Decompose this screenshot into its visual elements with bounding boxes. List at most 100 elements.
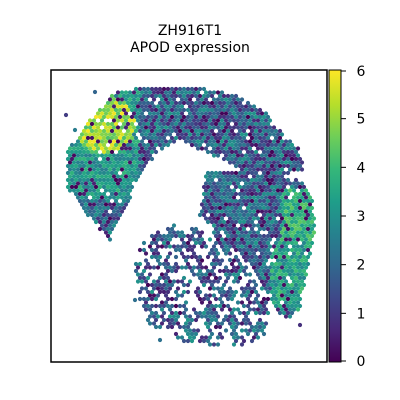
expression-spot (85, 212, 91, 218)
expression-spot (211, 244, 217, 249)
expression-spot (239, 202, 245, 207)
expression-spot (125, 156, 131, 162)
expression-spot (283, 286, 289, 291)
expression-spot (89, 156, 95, 162)
expression-spot (253, 135, 259, 141)
expression-spot (237, 233, 243, 239)
expression-spot (239, 293, 245, 298)
expression-spot (147, 153, 153, 158)
expression-spot (161, 93, 167, 99)
expression-spot (301, 261, 307, 267)
expression-spot (201, 240, 207, 246)
expression-spot (181, 310, 187, 316)
expression-spot (197, 212, 203, 218)
expression-spot (143, 90, 149, 95)
expression-spot (255, 195, 261, 200)
expression-spot (137, 275, 143, 281)
expression-spot (105, 198, 111, 204)
expression-spot (247, 181, 253, 186)
expression-spot (233, 142, 239, 148)
expression-spot (265, 149, 271, 155)
expression-spot (117, 142, 123, 148)
expression-spot (127, 90, 133, 95)
expression-spot (291, 167, 297, 172)
expression-spot (237, 149, 243, 155)
expression-spot (247, 146, 253, 151)
expression-spot (183, 118, 189, 123)
expression-spot (67, 181, 73, 186)
expression-spot (251, 132, 257, 137)
expression-spot (231, 104, 237, 109)
expression-spot (207, 174, 213, 179)
expression-spot (295, 307, 301, 312)
expression-spot (169, 296, 175, 302)
expression-spot (303, 188, 309, 193)
expression-spot (215, 202, 221, 207)
expression-spot (301, 219, 307, 225)
expression-spot (175, 230, 181, 235)
expression-spot (119, 195, 125, 200)
expression-spot (173, 114, 179, 120)
expression-spot (153, 121, 159, 127)
expression-spot (125, 177, 131, 183)
expression-spot (249, 247, 255, 253)
expression-spot (187, 279, 193, 284)
expression-spot (161, 240, 167, 246)
expression-spot (231, 258, 237, 263)
expression-spot (149, 135, 155, 141)
expression-spot (227, 153, 233, 158)
expression-spot (109, 205, 115, 211)
expression-spot (289, 184, 295, 190)
expression-spot (199, 244, 205, 249)
expression-spot (219, 90, 225, 95)
expression-spot (245, 121, 251, 127)
expression-spot (71, 160, 77, 165)
expression-spot (303, 237, 309, 242)
expression-spot (165, 86, 171, 92)
expression-spot (73, 142, 79, 148)
expression-spot (285, 282, 291, 288)
expression-spot (161, 275, 167, 281)
expression-spot (245, 254, 251, 260)
expression-spot (187, 328, 193, 333)
expression-spot (141, 100, 147, 106)
expression-spot (263, 286, 269, 291)
expression-spot (281, 205, 287, 211)
expression-spot (93, 219, 99, 225)
expression-spot (269, 177, 275, 183)
expression-spot (155, 125, 161, 130)
expression-spot (243, 230, 249, 235)
expression-spot (69, 177, 75, 183)
expression-spot (127, 125, 133, 130)
expression-spot (91, 125, 97, 130)
expression-spot (293, 254, 299, 260)
expression-spot (99, 202, 105, 207)
expression-spot (95, 125, 101, 130)
expression-spot (131, 139, 137, 144)
expression-spot (241, 191, 247, 197)
expression-spot (183, 97, 189, 102)
expression-spot (177, 107, 183, 113)
expression-spot (111, 160, 117, 165)
expression-spot (261, 296, 267, 302)
expression-spot (105, 184, 111, 190)
expression-spot (311, 216, 317, 221)
expression-spot (101, 107, 107, 113)
expression-spot (267, 167, 273, 172)
expression-spot (229, 93, 235, 99)
expression-spot (243, 167, 249, 172)
expression-spot (103, 195, 109, 200)
expression-spot (193, 86, 199, 92)
expression-spot (99, 195, 105, 200)
expression-spot (175, 125, 181, 130)
expression-spot (299, 167, 305, 172)
expression-spot (303, 258, 309, 263)
expression-spot (85, 177, 91, 183)
expression-spot (115, 132, 121, 137)
expression-spot (257, 191, 263, 197)
expression-spot (291, 195, 297, 200)
expression-spot (251, 230, 257, 235)
expression-spot (205, 310, 211, 316)
expression-spot (255, 335, 261, 340)
expression-spot (225, 275, 231, 281)
